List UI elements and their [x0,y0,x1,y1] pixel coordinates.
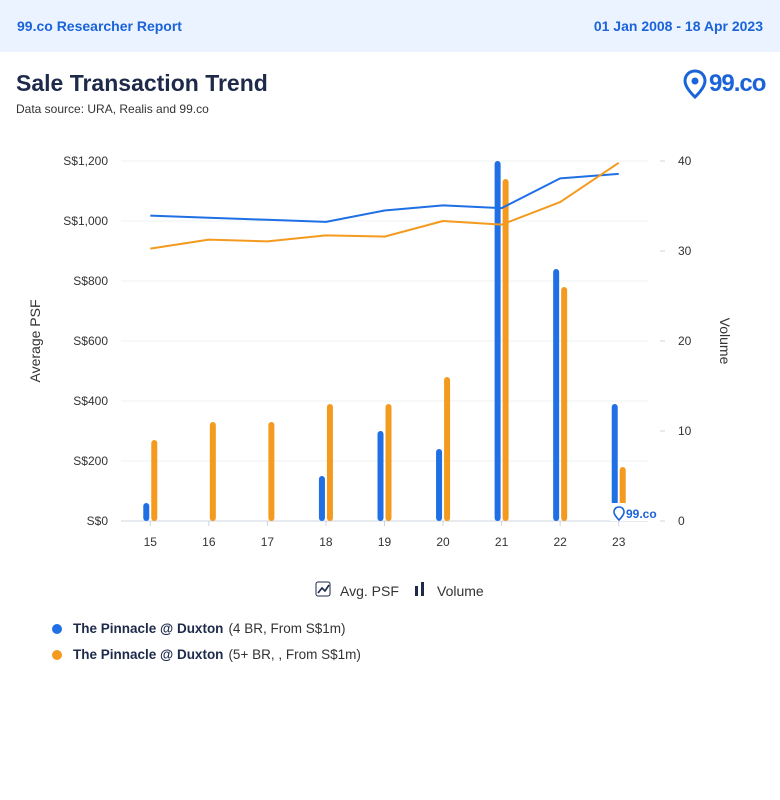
volume-bar [611,404,618,521]
legend-dot-4br [52,623,62,634]
legend-detail: (5+ BR, , From S$1m) [228,647,361,662]
brand-logo: 99.co [683,68,766,100]
legend-item-4br[interactable]: The Pinnacle @ Duxton (4 BR, From S$1m) [52,621,345,636]
y2-tick-label: 20 [678,334,692,348]
volume-bar [377,431,384,521]
volume-bar [318,476,325,521]
y-tick-label: S$1,200 [63,154,108,168]
x-tick-label: 21 [495,535,509,549]
volume-bar [436,449,443,521]
logo-text: 99.co [709,70,766,97]
chart-watermark: 99.co [610,503,657,522]
volume-bar [326,404,333,521]
report-name: 99.co Researcher Report [17,18,182,34]
page-title: Sale Transaction Trend [16,70,268,96]
chart-toggle-volume[interactable]: Volume [415,582,484,599]
legend-detail: (4 BR, From S$1m) [228,621,346,636]
avg-psf-line [150,161,620,250]
volume-bar [268,422,275,521]
x-tick-label: 22 [553,535,567,549]
y-tick-label: S$200 [73,454,108,468]
x-tick-label: 18 [319,535,333,549]
volume-bar [502,179,509,521]
volume-bar [209,422,216,521]
y-tick-label: S$1,000 [63,214,108,228]
x-tick-label: 17 [261,535,275,549]
bar-chart-icon [415,582,424,596]
x-tick-label: 19 [378,535,392,549]
avg-psf-line [150,172,619,223]
volume-bar [553,269,560,521]
y2-tick-label: 40 [678,154,692,168]
y2-axis-label: Volume [717,318,733,365]
y-tick-label: S$600 [73,334,108,348]
legend-project-name: The Pinnacle @ Duxton [73,621,224,636]
volume-bar [151,440,158,521]
y2-tick-label: 30 [678,244,692,258]
volume-bar [561,287,568,521]
legend-project-name: The Pinnacle @ Duxton [73,647,224,662]
volume-bar [385,404,392,521]
report-header-bar: 99.co Researcher Report 01 Jan 2008 - 18… [0,0,780,52]
x-tick-label: 20 [436,535,450,549]
y-tick-label: S$0 [87,514,109,528]
volume-bar [494,161,501,521]
location-pin-icon [683,69,707,99]
toggle-label-avg-psf: Avg. PSF [340,583,399,599]
x-tick-label: 15 [144,535,158,549]
legend-dot-5br [52,649,62,660]
line-chart-icon [317,584,330,594]
toggle-label-volume: Volume [437,583,484,599]
date-range: 01 Jan 2008 - 18 Apr 2023 [593,18,763,34]
y2-tick-label: 0 [678,514,685,528]
y-axis-label: Average PSF [27,299,43,382]
y-tick-label: S$800 [73,274,108,288]
legend-item-5br[interactable]: The Pinnacle @ Duxton (5+ BR, , From S$1… [52,647,361,662]
volume-bar [143,503,150,521]
watermark-pin-icon [613,506,625,522]
chart-toggle-avg-psf[interactable]: Avg. PSF [315,581,399,599]
y2-tick-label: 10 [678,424,692,438]
y-tick-label: S$400 [73,394,108,408]
x-tick-label: 23 [612,535,626,549]
x-tick-label: 16 [202,535,216,549]
watermark-text: 99.co [626,507,657,521]
volume-bar [444,377,451,521]
data-source: Data source: URA, Realis and 99.co [16,102,209,116]
